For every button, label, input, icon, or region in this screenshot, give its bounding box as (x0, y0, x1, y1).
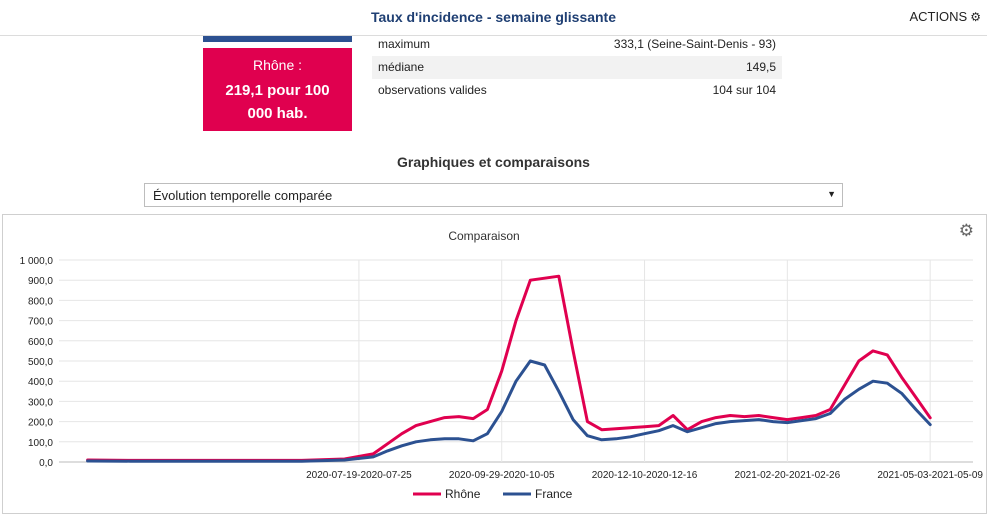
x-tick-label: 2020-09-29-2020-10-05 (449, 470, 555, 481)
section-title: Graphiques et comparaisons (397, 154, 590, 170)
chart-panel: ⚙ Comparaison 0,0 100,0 200,0 300,0 400,0 500… (2, 214, 987, 514)
rhone-card-line1: Rhône : (252, 57, 303, 73)
stat-row-observations: observations valides 104 sur 104 (372, 79, 782, 102)
legend-entry[interactable]: France (535, 487, 573, 501)
comparison-chart: Comparaison 0,0 100,0 200,0 300,0 400,0 500,0… (20, 229, 984, 501)
x-tick-label: 2020-12-10-2020-12-16 (592, 470, 698, 481)
y-tick-label: 400,0 (28, 377, 53, 388)
actions-button[interactable]: ACTIONS ⚙ (909, 9, 981, 24)
rhone-card-value: 219,1 pour 100 000 hab. (203, 79, 352, 125)
select-value: Évolution temporelle comparée (153, 188, 333, 203)
y-tick-label: 800,0 (28, 296, 53, 307)
x-tick-label: 2020-07-19-2020-07-25 (306, 470, 412, 481)
stat-label: médiane (378, 60, 425, 74)
legend-entry[interactable]: Rhône (445, 487, 481, 501)
series-line-france[interactable] (86, 359, 932, 463)
stat-value: 149,5 (745, 60, 776, 74)
y-tick-label: 600,0 (28, 337, 53, 348)
stat-value: 333,1 (Seine-Saint-Denis - 93) (613, 37, 776, 51)
gear-icon: ⚙ (970, 10, 981, 24)
y-tick-label: 100,0 (28, 438, 53, 449)
chart-type-select[interactable]: Évolution temporelle comparée ▼ (144, 183, 843, 207)
y-tick-label: 500,0 (28, 357, 53, 368)
y-tick-label: 700,0 (28, 317, 53, 328)
y-tick-label: 1 000,0 (20, 256, 54, 267)
stat-row-median: médiane 149,5 (372, 56, 782, 79)
rhone-card-line2: 219,1 pour 100 (225, 82, 330, 99)
stat-label: observations valides (378, 83, 487, 97)
chart-title: Comparaison (448, 229, 519, 243)
gear-icon[interactable]: ⚙ (958, 221, 974, 240)
stat-row-maximum: maximum 333,1 (Seine-Saint-Denis - 93) (372, 33, 782, 56)
stat-label: maximum (378, 37, 431, 51)
y-tick-label: 200,0 (28, 418, 53, 429)
series-line-rhône[interactable] (86, 274, 932, 462)
blue-strip (203, 36, 352, 42)
x-tick-label: 2021-02-20-2021-02-26 (735, 470, 841, 481)
caret-down-icon: ▼ (827, 189, 836, 199)
actions-label: ACTIONS (909, 9, 968, 24)
x-tick-label: 2021-05-03-2021-05-09 (877, 470, 983, 481)
top-bar: Taux d'incidence - semaine glissante ACT… (0, 0, 987, 36)
y-tick-label: 900,0 (28, 276, 53, 287)
rhone-value-card: Rhône : 219,1 pour 100 000 hab. (203, 48, 352, 131)
y-tick-label: 0,0 (39, 458, 53, 469)
stat-value: 104 sur 104 (712, 83, 776, 97)
rhone-card-line3: 000 hab. (247, 105, 308, 122)
page-title: Taux d'incidence - semaine glissante (370, 9, 617, 25)
stats-table: maximum 333,1 (Seine-Saint-Denis - 93) m… (372, 33, 782, 102)
y-tick-label: 300,0 (28, 397, 53, 408)
